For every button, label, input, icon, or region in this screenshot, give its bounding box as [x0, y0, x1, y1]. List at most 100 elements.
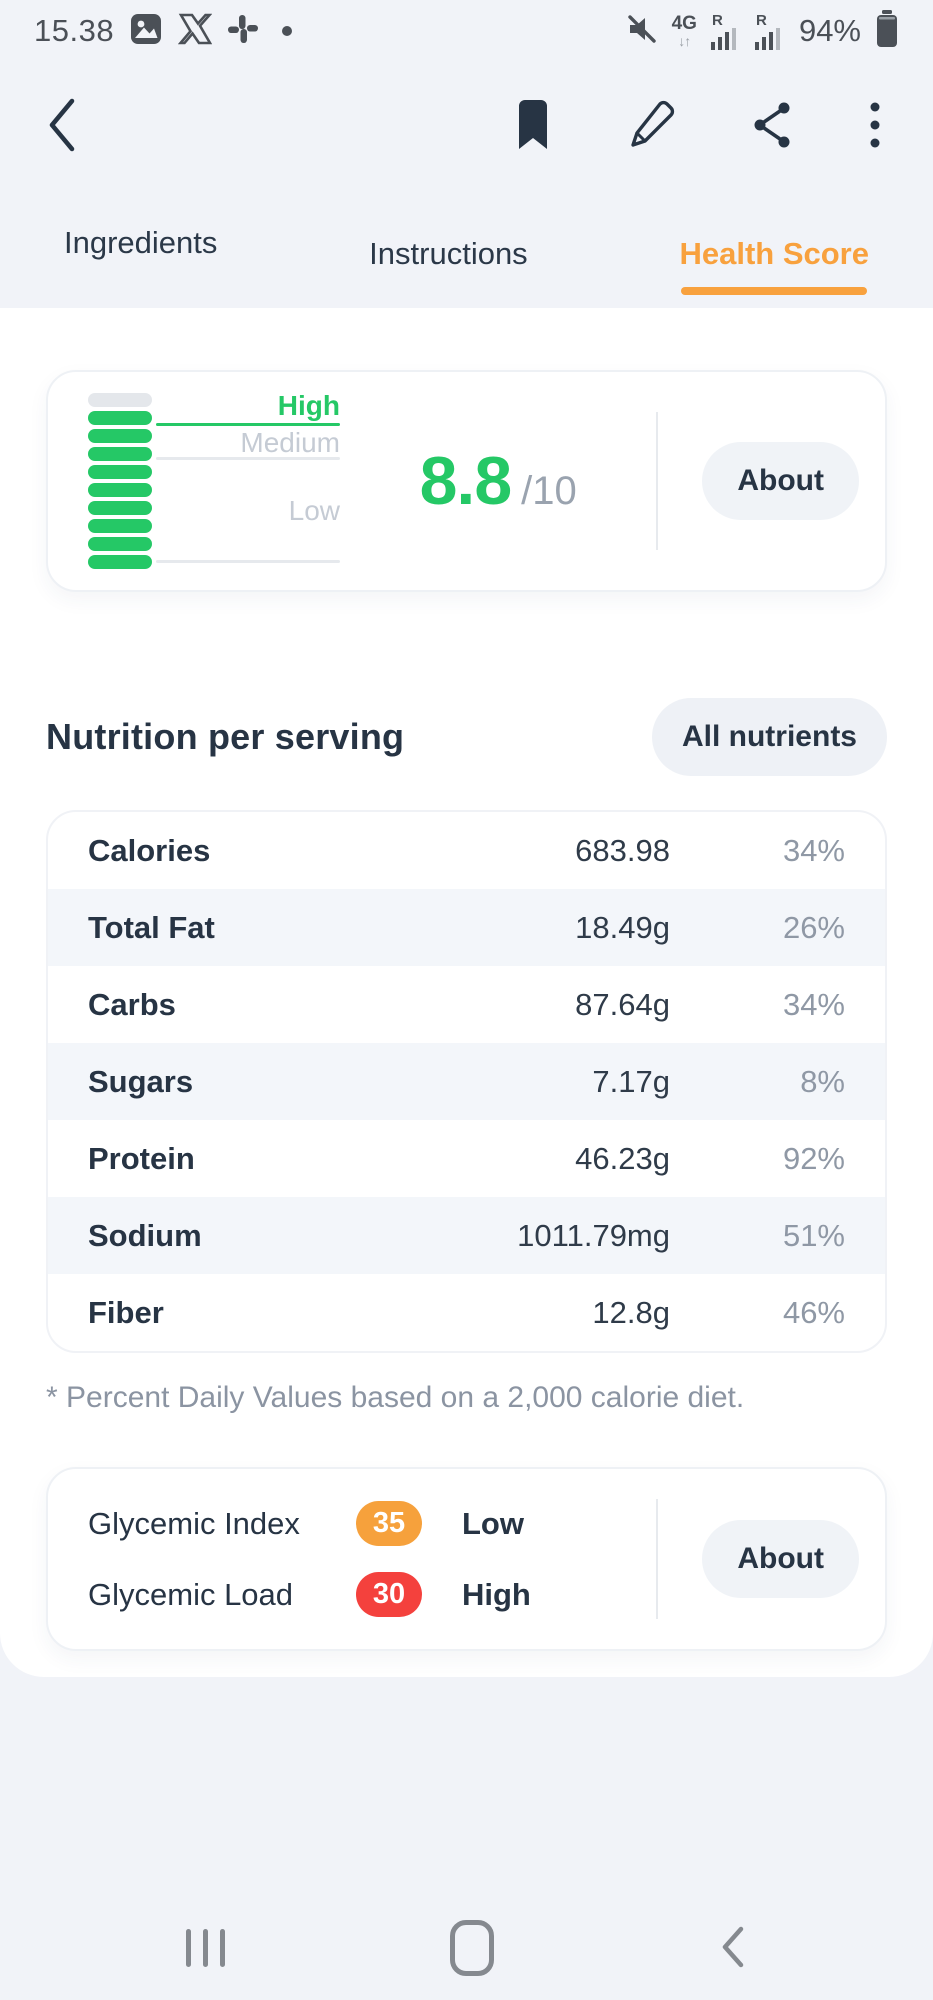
app-bar-actions — [513, 99, 881, 154]
tab-health-score[interactable]: Health Score — [679, 236, 869, 308]
pencil-icon — [627, 99, 677, 154]
nutrient-daily-value: 8% — [800, 1063, 845, 1099]
all-nutrients-button[interactable]: All nutrients — [651, 698, 887, 776]
notification-dot-icon — [282, 26, 293, 36]
nutrient-label: Sugars — [88, 1063, 194, 1099]
table-row: Carbs 87.64g 34% — [48, 966, 885, 1043]
glycemic-label: Glycemic Load — [88, 1576, 294, 1612]
table-row: Fiber 12.8g 46% — [48, 1274, 885, 1351]
gauge-segment — [88, 411, 152, 425]
battery-percent: 94% — [798, 13, 861, 48]
home-button[interactable] — [450, 1920, 494, 1976]
roaming-label: R — [711, 11, 723, 29]
share-button[interactable] — [751, 99, 795, 154]
nutrient-value: 7.17g — [592, 1063, 670, 1099]
nutrition-title: Nutrition per serving — [46, 716, 405, 757]
gauge-segment — [88, 483, 152, 497]
battery-icon — [875, 9, 899, 54]
recents-button[interactable] — [186, 1929, 225, 1967]
back-arrow-icon — [44, 93, 84, 160]
nav-back-icon — [719, 1924, 747, 1973]
gauge-low-line — [156, 560, 340, 563]
status-bar-right: 4G ↓↑ R R 94% — [626, 9, 899, 54]
status-bar-left: 15.38 — [34, 11, 293, 52]
gauge-medium-line — [156, 457, 340, 460]
table-row: Calories 683.98 34% — [48, 812, 885, 889]
tab-label: Instructions — [369, 236, 528, 271]
status-bar: 15.38 4G ↓↑ — [0, 0, 933, 62]
kebab-menu-icon — [869, 99, 881, 154]
slack-notification-icon — [226, 12, 260, 51]
nutrient-label: Fiber — [88, 1294, 164, 1330]
nutrient-label: Sodium — [88, 1217, 202, 1253]
nav-back-button[interactable] — [719, 1924, 747, 1973]
health-score-about-button[interactable]: About — [702, 442, 859, 520]
health-score-card: High Medium Low 8.8 /10 About — [46, 370, 887, 592]
table-row: Protein 46.23g 92% — [48, 1120, 885, 1197]
android-navigation-bar — [0, 1908, 933, 1988]
nutrient-value: 683.98 — [575, 832, 670, 868]
nutrient-label: Calories — [88, 832, 211, 868]
nutrient-daily-value: 92% — [782, 1140, 845, 1176]
edit-button[interactable] — [627, 99, 677, 154]
glycemic-load-row: Glycemic Load 30 High — [88, 1572, 656, 1617]
nutrient-value: 87.64g — [575, 986, 670, 1022]
home-icon — [450, 1920, 494, 1976]
nutrient-value: 46.23g — [575, 1140, 670, 1176]
bookmark-button[interactable] — [513, 99, 553, 154]
tab-instructions[interactable]: Instructions — [369, 236, 528, 308]
daily-value-footnote: * Percent Daily Values based on a 2,000 … — [46, 1381, 745, 1414]
score-number: 8.8 — [419, 443, 513, 519]
signal-strength-icon-1: R — [710, 11, 741, 50]
nutrient-label: Protein — [88, 1140, 195, 1176]
nutrient-daily-value: 26% — [782, 909, 845, 945]
clock: 15.38 — [34, 13, 115, 48]
app-bar — [0, 62, 933, 190]
data-arrows-icon: ↓↑ — [678, 33, 691, 49]
gallery-notification-icon — [128, 11, 164, 52]
nutrient-daily-value: 46% — [782, 1294, 845, 1330]
glycemic-about-button[interactable]: About — [702, 1520, 859, 1598]
health-score-gauge: High Medium Low — [88, 390, 340, 569]
vertical-divider — [656, 1499, 659, 1619]
nutrition-header: Nutrition per serving All nutrients — [46, 698, 887, 776]
tab-label: Health Score — [679, 236, 869, 271]
more-options-button[interactable] — [869, 99, 881, 154]
gauge-bar-stack — [88, 393, 152, 569]
gauge-segment — [88, 393, 152, 407]
gauge-label-high: High — [277, 390, 340, 421]
network-4g-icon: 4G ↓↑ — [672, 14, 697, 48]
roaming-label: R — [755, 11, 767, 29]
gauge-segment — [88, 555, 152, 569]
gauge-high-line — [156, 423, 340, 426]
tab-ingredients[interactable]: Ingredients — [64, 225, 217, 308]
nutrient-value: 12.8g — [592, 1294, 670, 1330]
recents-icon — [186, 1929, 225, 1967]
share-icon — [751, 99, 795, 154]
nutrient-label: Carbs — [88, 986, 176, 1022]
nutrient-value: 18.49g — [575, 909, 670, 945]
tab-bar: Ingredients Instructions Health Score — [0, 190, 933, 308]
gauge-segment — [88, 465, 152, 479]
sound-muted-icon — [626, 13, 658, 50]
glycemic-level: High — [462, 1576, 531, 1612]
nutrition-table: Calories 683.98 34% Total Fat 18.49g 26%… — [46, 810, 887, 1353]
gauge-segment — [88, 447, 152, 461]
gauge-label-medium: Medium — [240, 427, 340, 458]
x-app-notification-icon — [177, 12, 213, 51]
nutrient-daily-value: 34% — [782, 986, 845, 1022]
glycemic-level: Low — [462, 1505, 524, 1541]
gauge-segment — [88, 519, 152, 533]
score-denominator: /10 — [521, 469, 577, 513]
table-row: Sugars 7.17g 8% — [48, 1043, 885, 1120]
back-button[interactable] — [44, 93, 84, 160]
gauge-label-low: Low — [288, 495, 340, 526]
signal-strength-icon-2: R — [754, 11, 785, 50]
gauge-segment — [88, 501, 152, 515]
glycemic-card: Glycemic Index 35 Low Glycemic Load 30 H… — [46, 1467, 887, 1651]
glycemic-index-badge: 35 — [356, 1501, 422, 1546]
gauge-segment — [88, 537, 152, 551]
glycemic-load-badge: 30 — [356, 1572, 422, 1617]
table-row: Total Fat 18.49g 26% — [48, 889, 885, 966]
